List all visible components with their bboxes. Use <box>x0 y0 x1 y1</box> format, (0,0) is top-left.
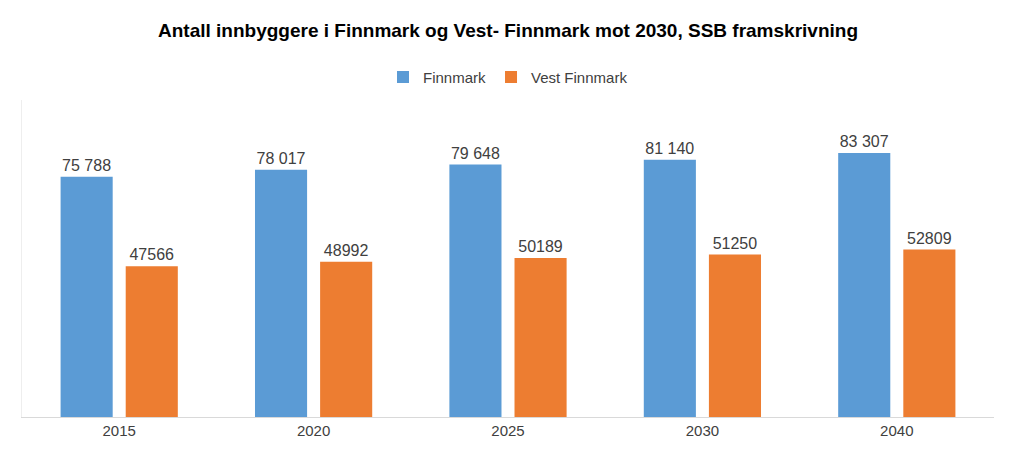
svg-text:50189: 50189 <box>518 238 563 255</box>
svg-text:52809: 52809 <box>907 230 952 247</box>
svg-text:79 648: 79 648 <box>451 145 500 162</box>
svg-text:2030: 2030 <box>686 422 719 439</box>
svg-text:81 140: 81 140 <box>645 140 694 157</box>
svg-text:2040: 2040 <box>880 422 913 439</box>
svg-text:2020: 2020 <box>297 422 330 439</box>
svg-text:Finnmark: Finnmark <box>423 69 486 86</box>
svg-text:83 307: 83 307 <box>840 133 889 150</box>
svg-text:78 017: 78 017 <box>257 150 306 167</box>
svg-text:48992: 48992 <box>324 242 369 259</box>
svg-text:75 788: 75 788 <box>62 157 111 174</box>
svg-text:2015: 2015 <box>103 422 136 439</box>
svg-text:Antall innbyggere i Finnmark o: Antall innbyggere i Finnmark og Vest- Fi… <box>158 20 858 41</box>
svg-text:47566: 47566 <box>129 246 174 263</box>
svg-text:51250: 51250 <box>713 235 758 252</box>
svg-text:2025: 2025 <box>491 422 524 439</box>
svg-text:Vest Finnmark: Vest Finnmark <box>531 69 627 86</box>
